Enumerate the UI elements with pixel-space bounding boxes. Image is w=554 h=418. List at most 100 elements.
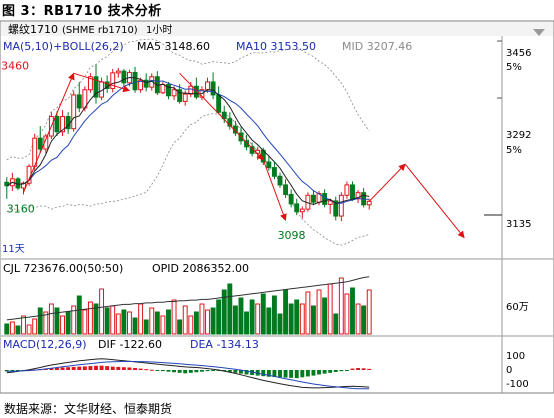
volume-bar [71, 305, 77, 335]
macd-y-tick-label: 100 [506, 351, 525, 362]
macd-bar [328, 370, 333, 373]
volume-bar [227, 283, 233, 335]
macd-bar [82, 366, 87, 370]
macd-bar [94, 365, 98, 370]
macd-bar [133, 368, 137, 370]
macd-bar [127, 367, 132, 370]
volume-bar [4, 323, 10, 335]
volume-bar [193, 311, 199, 335]
volume-y-axis: 60万 [506, 302, 529, 313]
mid-readout: MID 3207.46 [342, 40, 412, 53]
candle-down [193, 85, 199, 98]
macd-bar [311, 370, 316, 376]
candle-down [76, 94, 82, 109]
volume-bar [199, 303, 205, 335]
candle-down [93, 76, 99, 98]
macd-bar [15, 370, 20, 371]
volume-bar [154, 311, 160, 335]
volume-bar [238, 297, 244, 335]
macd-histogram [4, 358, 372, 390]
volume-bar [311, 305, 316, 335]
candle-up [115, 70, 121, 74]
bollinger-bands [6, 38, 370, 246]
candle-down [244, 140, 249, 148]
macd-bar [211, 370, 216, 371]
macd-bar [55, 367, 59, 370]
candle-down [350, 184, 355, 200]
dea-line [6, 361, 370, 390]
macd-bar [344, 370, 349, 371]
trend-arrow [73, 72, 131, 93]
period-label: 1小时 [146, 24, 172, 36]
volume-bar [166, 309, 171, 335]
macd-bar [199, 370, 204, 372]
candle-up [366, 200, 372, 206]
main-legend: MA(5,10)+BOLL(26,2) MA5 3148.60 MA10 315… [3, 40, 412, 53]
macd-bar [99, 365, 104, 370]
macd-bar [278, 370, 282, 378]
volume-bar [143, 319, 149, 335]
ma10-line [6, 79, 370, 204]
candle-up [43, 135, 49, 150]
candle-up [21, 182, 26, 189]
macd-legend: MACD(12,26,9) DIF -122.60 DEA -134.13 [3, 338, 259, 351]
candle-up [138, 79, 144, 91]
main-y-tick-label: 5% [506, 62, 522, 73]
macd-bar [266, 370, 271, 377]
volume-bar [132, 317, 138, 335]
main-y-tick-label: 5% [506, 145, 522, 156]
volume-bar [244, 311, 249, 335]
macd-bar [144, 369, 149, 371]
boll-upper-line [6, 38, 370, 161]
macd-bar [71, 366, 76, 370]
volume-bar [110, 305, 116, 335]
candle-up [344, 184, 350, 196]
cjl-readout: CJL 723676.00(50:50) [3, 262, 123, 275]
candle-down [143, 79, 149, 88]
macd-bar [177, 370, 182, 373]
volume-bar [87, 301, 93, 335]
macd-bar [116, 366, 121, 370]
volume-bar [182, 305, 188, 335]
macd-bar [350, 368, 355, 370]
volume-bar [210, 307, 216, 335]
macd-bar [244, 370, 249, 375]
scroll-up-icon[interactable] [533, 29, 545, 36]
candle-up [60, 116, 65, 133]
macd-bar [88, 366, 93, 370]
volume-bar [277, 313, 283, 335]
volume-bar [266, 307, 272, 335]
candle-down [283, 184, 289, 195]
volume-bar [115, 313, 121, 335]
candle-up [327, 200, 333, 205]
volume-bar [205, 309, 210, 335]
candle-down [216, 94, 222, 113]
dif-line [6, 358, 370, 389]
volume-bar [26, 324, 32, 335]
volume-bar [338, 277, 344, 335]
trend-arrow [23, 72, 75, 193]
figure-title: 图 3：RB1710 技术分析 [2, 4, 162, 19]
volume-bar [32, 318, 38, 335]
macd-bar [367, 368, 372, 370]
volume-bar [160, 315, 166, 335]
macd-bar [272, 370, 277, 377]
volume-bar [366, 289, 372, 335]
macd-bar [155, 370, 160, 371]
volume-bar [171, 299, 177, 335]
macd-bar [339, 370, 344, 372]
candle-down [132, 71, 138, 91]
macd-y-tick-label: 0 [506, 365, 512, 376]
candle-down [288, 193, 294, 205]
macd-bar [289, 370, 294, 378]
volume-bar [316, 289, 322, 335]
macd-bar [305, 370, 310, 377]
volume-bar [82, 309, 88, 335]
volume-bar [333, 313, 339, 335]
candle-down [333, 200, 339, 217]
moving-averages [6, 76, 370, 206]
volume-bar [48, 303, 54, 335]
price-annotation-3460: 3460 [1, 60, 29, 73]
volume-bar [221, 289, 227, 335]
